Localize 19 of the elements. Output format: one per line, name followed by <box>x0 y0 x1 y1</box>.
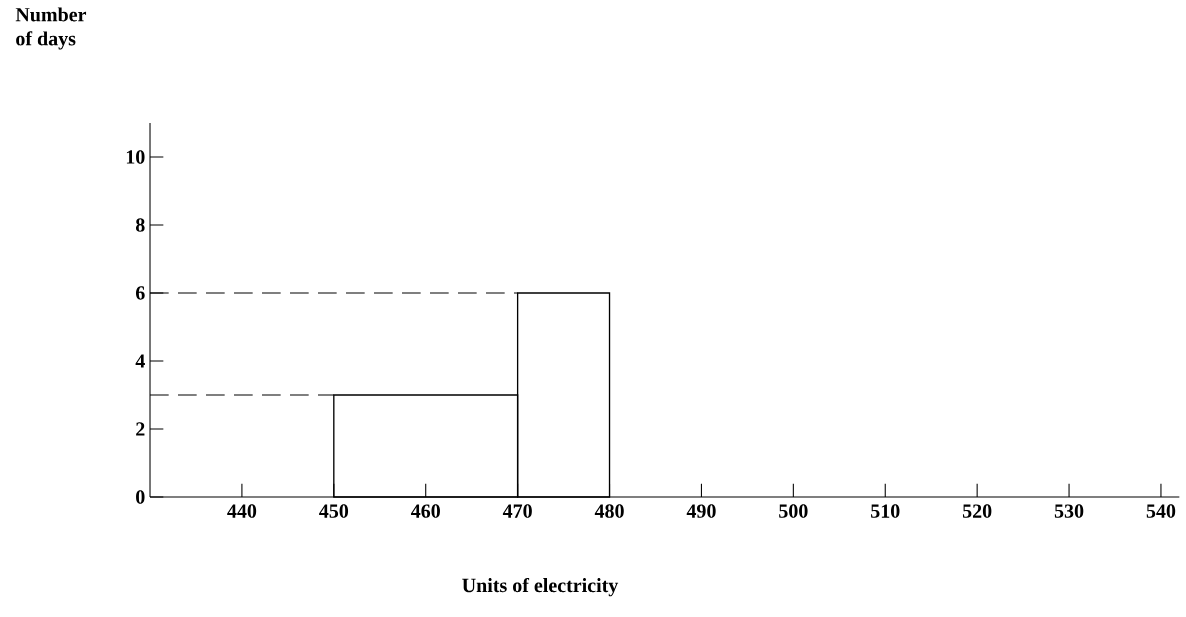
x-tick-label: 450 <box>319 504 349 518</box>
x-tick-label: 530 <box>1054 504 1084 518</box>
x-tick-label: 460 <box>410 504 440 518</box>
x-tick-label: 470 <box>502 504 532 518</box>
y-tick-label: 2 <box>136 422 145 436</box>
y-tick-label: 0 <box>136 490 145 504</box>
y-tick-label: 8 <box>135 218 145 232</box>
y-tick-label: 6 <box>135 286 145 300</box>
y-tick-label: 4 <box>135 354 145 368</box>
x-tick-label: 480 <box>594 504 624 518</box>
y-tick-label: 10 <box>126 150 145 164</box>
x-tick-label: 500 <box>779 504 808 518</box>
x-tick-label: 510 <box>871 504 900 518</box>
x-tick-label: 440 <box>227 504 257 518</box>
x-tick-label: 520 <box>962 504 992 518</box>
x-tick-label: 540 <box>1146 504 1176 518</box>
x-tick-label: 490 <box>686 504 716 518</box>
x-axis-title: Units of electricity <box>462 577 619 597</box>
y-axis-title: Number of days <box>15 7 87 50</box>
